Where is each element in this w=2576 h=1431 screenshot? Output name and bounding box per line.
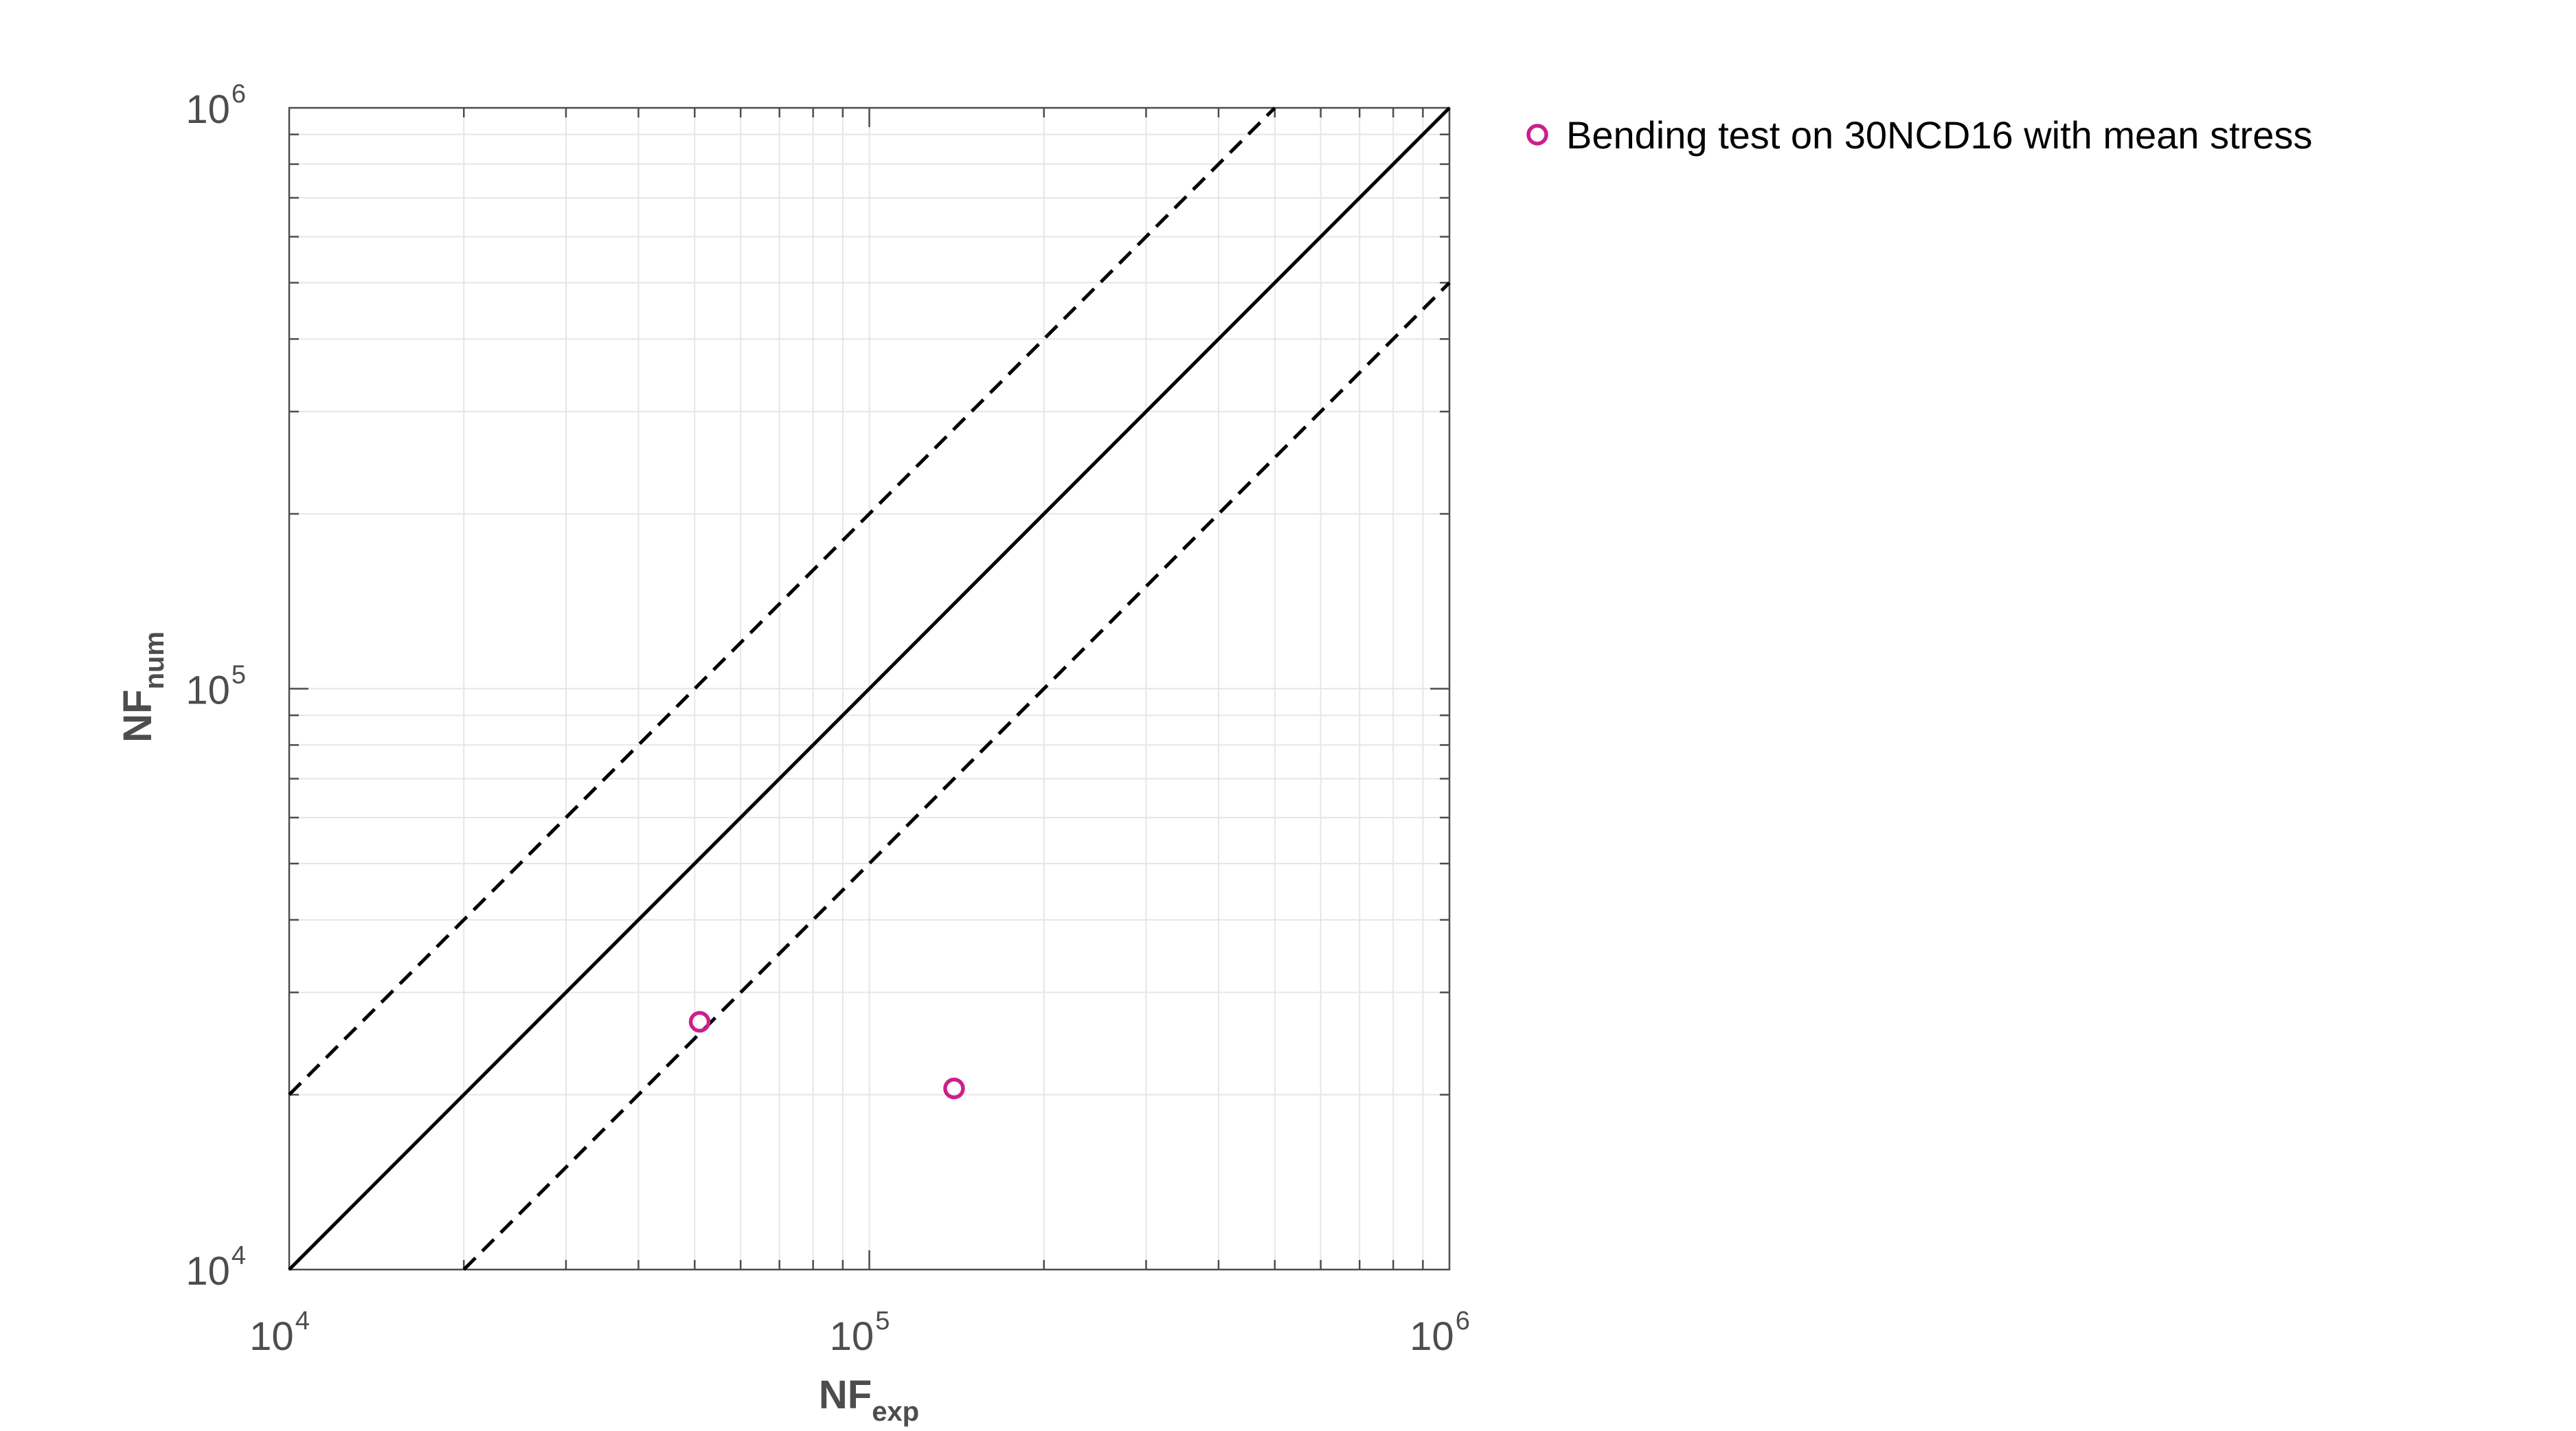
reference-line-dashed	[288, 106, 1276, 1096]
y-tick-label-exponent: 6	[231, 80, 246, 109]
y-tick-label-base: 10	[185, 87, 230, 132]
y-tick-label-exponent: 4	[231, 1241, 246, 1270]
reference-line-dashed	[462, 281, 1451, 1271]
y-tick-label: 104	[185, 1241, 246, 1294]
x-tick-label: 106	[1410, 1307, 1470, 1359]
y-axis-label-main: NF	[115, 690, 160, 743]
reference-lines	[288, 106, 1451, 1271]
x-tick-label-base: 10	[830, 1314, 874, 1359]
x-tick-label: 105	[830, 1307, 890, 1359]
y-tick-label: 105	[185, 661, 246, 713]
legend-label: Bending test on 30NCD16 with mean stress	[1566, 113, 2312, 157]
x-tick-label-base: 10	[1410, 1314, 1454, 1359]
x-tick-label-exponent: 4	[295, 1307, 310, 1336]
y-axis-label-sub: num	[139, 631, 170, 689]
y-tick-label-base: 10	[185, 1249, 230, 1294]
reference-line-solid	[288, 106, 1451, 1271]
legend-marker	[1526, 124, 1548, 146]
y-tick-label-exponent: 5	[231, 661, 246, 690]
legend: Bending test on 30NCD16 with mean stress	[1526, 113, 2312, 157]
data-points	[688, 1011, 965, 1100]
x-tick-label-exponent: 5	[875, 1307, 890, 1336]
y-tick-label-base: 10	[185, 668, 230, 713]
minor-ticks	[289, 108, 1449, 1270]
data-point	[688, 1011, 711, 1033]
data-point	[943, 1077, 965, 1100]
x-tick-label-base: 10	[249, 1314, 294, 1359]
y-axis-label: NFnum	[115, 631, 170, 743]
x-axis-label-sub: exp	[872, 1397, 919, 1427]
y-tick-label: 106	[185, 80, 246, 132]
plot-frame	[288, 106, 1451, 1271]
x-tick-label-exponent: 6	[1456, 1307, 1470, 1336]
x-tick-labels: 104 105 106	[249, 1307, 1470, 1359]
x-axis-label: NFexp	[819, 1373, 919, 1427]
grid	[289, 108, 1449, 1270]
x-tick-label: 104	[249, 1307, 310, 1359]
x-axis-label-main: NF	[819, 1373, 872, 1417]
